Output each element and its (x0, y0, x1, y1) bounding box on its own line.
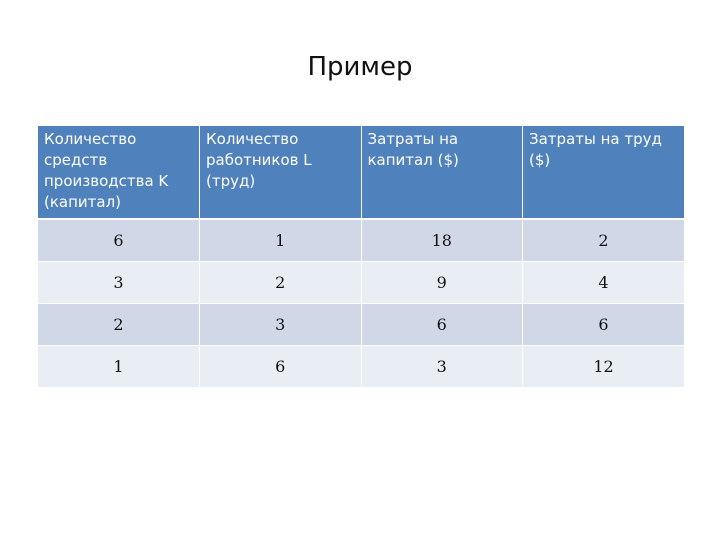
table-cell: 3 (38, 261, 200, 304)
table-row: 2 3 6 6 (38, 303, 684, 346)
table-cell: 3 (199, 303, 362, 346)
table-cell: 1 (199, 218, 362, 262)
table-cell: 2 (522, 218, 684, 262)
table-header-row: Количество средств производства K (капит… (38, 126, 684, 219)
data-table: Количество средств производства K (капит… (38, 126, 684, 387)
table-cell: 6 (199, 345, 362, 387)
table-cell: 6 (38, 218, 200, 262)
table-cell: 2 (38, 303, 200, 346)
slide-title: Пример (307, 52, 413, 82)
table-cell: 12 (522, 345, 684, 387)
table-cell: 9 (361, 261, 523, 304)
table-cell: 6 (361, 303, 523, 346)
table-cell: 18 (361, 218, 523, 262)
header-labor-cost: Затраты на труд ($) (522, 126, 684, 219)
header-capital-quantity: Количество средств производства K (капит… (38, 126, 200, 219)
table-cell: 1 (38, 345, 200, 387)
table-row: 3 2 9 4 (38, 261, 684, 304)
table-cell: 2 (199, 261, 362, 304)
table-cell: 4 (522, 261, 684, 304)
table-row: 1 6 3 12 (38, 345, 684, 387)
table-cell: 3 (361, 345, 523, 387)
header-workers-quantity: Количество работников L (труд) (199, 126, 362, 219)
header-capital-cost: Затраты на капитал ($) (361, 126, 523, 219)
table-row: 6 1 18 2 (38, 218, 684, 262)
table-cell: 6 (522, 303, 684, 346)
